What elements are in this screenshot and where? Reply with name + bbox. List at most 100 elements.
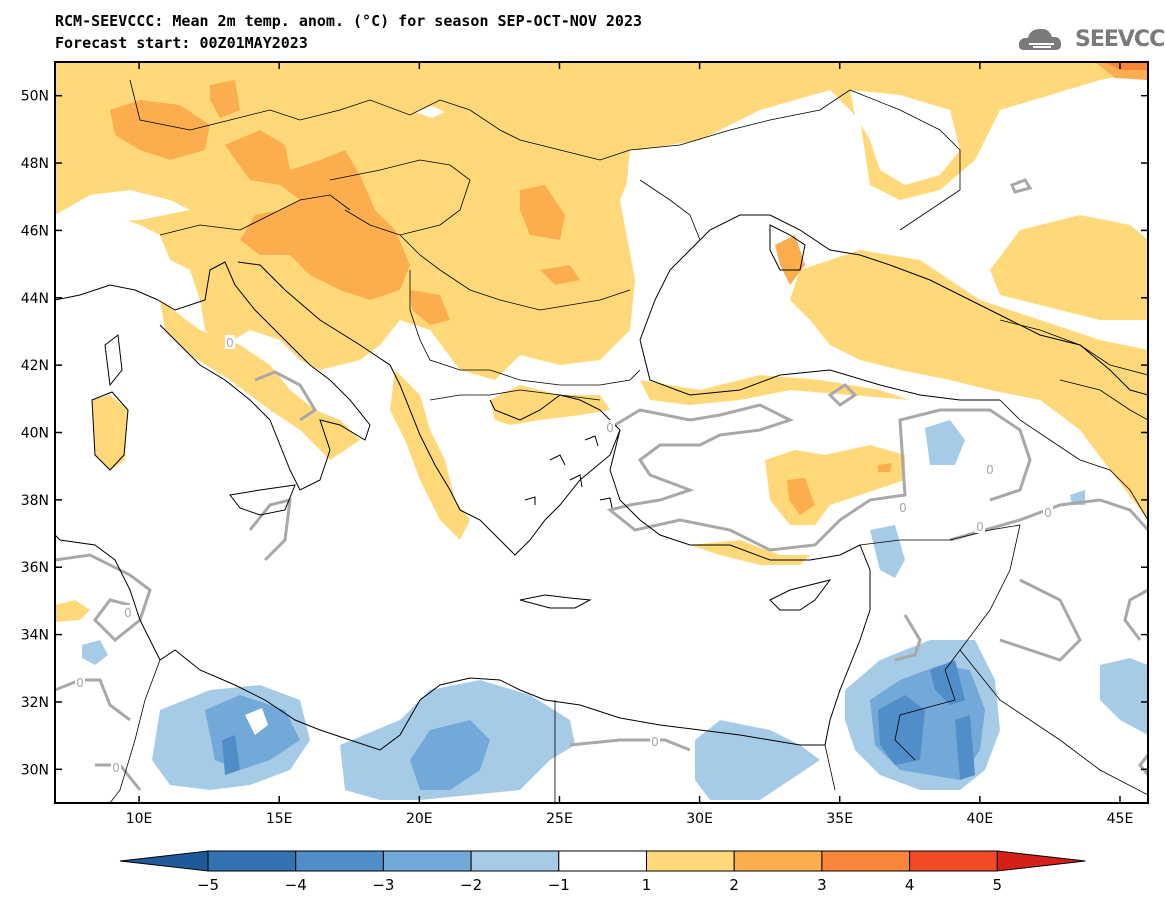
lon-tick-label: 40E: [967, 811, 994, 827]
anomaly-area-anatolia-central: [765, 445, 905, 525]
lon-tick-label: 30E: [686, 811, 713, 827]
contour-label: 0: [76, 676, 84, 690]
latitude-axis: 50N 48N 46N 44N 42N 40N 38N 36N 34N 32N 30N: [21, 89, 1148, 778]
zero-contour-tunisia: [55, 678, 131, 722]
lat-tick-label: 32N: [21, 695, 49, 711]
contour-label-bg: [898, 500, 908, 514]
anomaly-area-romania-warm: [540, 265, 580, 285]
coastline-cyprus: [769, 579, 832, 611]
contour-label-bg: [225, 335, 235, 349]
zero-contour-north-africa: [55, 553, 152, 643]
border-serbia-south: [409, 270, 490, 371]
lat-tick-label: 30N: [21, 762, 49, 778]
contour-label-bg: [650, 734, 660, 748]
colorbar-segment: [733, 850, 823, 872]
lon-tick-label: 20E: [406, 811, 433, 827]
zero-contour-egypt: [569, 738, 691, 752]
colorbar-segment: [382, 850, 472, 872]
anomaly-area-central-europe-warm: [225, 130, 410, 300]
lon-tick-label: 35E: [826, 811, 853, 827]
colorbar-label: −4: [285, 876, 307, 894]
contour-label-bg: [605, 420, 615, 434]
lat-tick-label: 44N: [21, 291, 49, 307]
lon-tick-label: 45E: [1107, 811, 1134, 827]
longitude-axis: 10E 15E 20E 25E 30E 35E 40E 45E: [126, 62, 1134, 827]
lat-tick-label: 46N: [21, 223, 49, 239]
border-alps: [159, 194, 351, 236]
colorbar-segment: [646, 850, 735, 872]
colorbar-segment: [470, 850, 560, 872]
border-ukraine: [629, 89, 851, 241]
zero-contour-anatolia-small: [827, 383, 858, 407]
coastline-sicily: [229, 484, 296, 516]
anomaly-area-tunisia-cool: [82, 640, 108, 665]
contour-label-bg: [111, 760, 121, 774]
lat-tick-label: 42N: [21, 358, 49, 374]
colorbar-min-arrow: [119, 850, 209, 872]
border-hungary: [329, 159, 471, 236]
border-turkey-east: [999, 399, 1148, 521]
anomaly-area-egypt-cool: [695, 720, 820, 800]
zero-contour-anatolia: [606, 403, 1032, 552]
colorbar: −5 −4 −3 −2 −1 1 2 3 4 5: [119, 850, 1086, 894]
anomaly-area-alps-warm: [210, 80, 240, 118]
contour-label: 0: [112, 761, 120, 775]
anomaly-area-serbia-warm: [410, 290, 450, 325]
anomaly-area-libya-spot: [222, 735, 240, 775]
anomaly-area-east-warm: [878, 463, 892, 472]
colorbar-label: −3: [372, 876, 394, 894]
colorbar-segment: [295, 850, 384, 872]
coastline-italy: [157, 261, 371, 491]
border-ukraine-east: [849, 89, 961, 231]
anomaly-area-saudi-spot: [955, 715, 975, 780]
colorbar-segment: [558, 850, 647, 872]
zero-contour-north-small: [1010, 178, 1033, 194]
lat-tick-label: 36N: [21, 560, 49, 576]
colorbar-label: 5: [993, 876, 1003, 894]
coastline-sardinia: [91, 391, 129, 471]
anomaly-area-libya-west: [55, 600, 90, 622]
contour-label-bg: [123, 605, 133, 619]
contour-labels: 0 0 0 0 0 0 0 0 0 0: [75, 335, 1053, 775]
lon-tick-label: 15E: [266, 811, 293, 827]
map-title: RCM-SEEVCCC: Mean 2m temp. anom. (°C) fo…: [55, 12, 642, 30]
contour-label: 0: [899, 501, 907, 515]
coastline-france-south: [55, 284, 159, 301]
contour-label: 0: [1044, 506, 1052, 520]
anomaly-area-saudi-colder: [930, 660, 965, 705]
zero-contour-syria: [894, 614, 922, 662]
anomaly-area-turkey-cool: [925, 420, 965, 465]
contour-label: 0: [606, 421, 614, 435]
border-turkey-syria: [859, 524, 1021, 546]
zero-contour-east-edge: [1138, 754, 1148, 776]
anomaly-area-greece-north: [490, 385, 610, 425]
coastline-turkey-south: [609, 429, 861, 561]
border-libya-tunisia: [109, 659, 161, 803]
contour-label: 0: [976, 520, 984, 534]
anomaly-area-east-steppe: [990, 215, 1148, 320]
zero-contour-sicily: [248, 498, 292, 562]
zero-contour-italy: [254, 370, 318, 422]
coastline-aegean-islands: [524, 435, 613, 509]
zero-contour-iraq-east: [1123, 588, 1148, 641]
colorbar-label: 4: [905, 876, 915, 894]
anomaly-area-caucasus: [790, 250, 1148, 520]
lat-tick-label: 34N: [21, 628, 49, 644]
lat-tick-label: 40N: [21, 426, 49, 442]
lon-tick-label: 25E: [546, 811, 573, 827]
lat-tick-label: 48N: [21, 156, 49, 172]
contour-label: 0: [226, 336, 234, 350]
forecast-start-subtitle: Forecast start: 00Z01MAY2023: [55, 34, 308, 52]
border-central-europe: [129, 79, 631, 161]
neutral-hole-romania: [625, 150, 690, 260]
anomaly-area-iraq-cool: [1100, 658, 1148, 735]
contour-label-bg: [1043, 505, 1053, 519]
coastline-adriatic-east: [237, 261, 461, 511]
anomaly-area-ne-hot: [1105, 62, 1148, 70]
contour-label-bg: [975, 519, 985, 533]
coastline-tunisia: [55, 534, 141, 621]
border-egypt-libya: [554, 700, 836, 803]
border-jordan-saudi: [894, 649, 1148, 796]
lat-tick-label: 38N: [21, 493, 49, 509]
colorbar-segment: [207, 850, 297, 872]
